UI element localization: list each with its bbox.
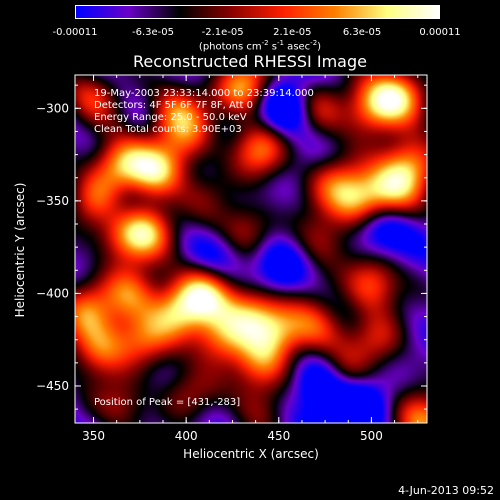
y-tick-label: −400 bbox=[36, 286, 69, 300]
colorbar-tick-label: -2.1e-05 bbox=[201, 27, 244, 38]
peak-position-label: Position of Peak = [431,-283] bbox=[94, 397, 241, 408]
colorbar-tick-label: 0.00011 bbox=[419, 27, 461, 38]
x-tick-label: 500 bbox=[360, 429, 383, 443]
annotation-energy-range: Energy Range: 25.0 - 50.0 keV bbox=[94, 112, 247, 123]
colorbar-tick-label: 6.3e-05 bbox=[342, 27, 382, 38]
colorbar-tick-label: -6.3e-05 bbox=[131, 27, 174, 38]
y-axis-title: Heliocentric Y (arcsec) bbox=[13, 182, 27, 318]
x-tick-label: 350 bbox=[82, 429, 105, 443]
colorbar-units: (photons cm-2 s-1 asec-2) bbox=[198, 39, 322, 53]
x-tick-label: 400 bbox=[175, 429, 198, 443]
annotation-clean-counts: Clean Total counts: 3.90E+03 bbox=[94, 124, 242, 135]
y-tick-label: −350 bbox=[36, 194, 69, 208]
chart-title: Reconstructed RHESSI Image bbox=[133, 52, 367, 71]
y-tick-label: −300 bbox=[36, 101, 69, 115]
y-tick-label: −450 bbox=[36, 379, 69, 393]
colorbar-tick-label: 2.1e-05 bbox=[273, 27, 312, 38]
colorbar-tick-label: -0.00011 bbox=[52, 27, 98, 38]
annotation-detectors: Detectors: 4F 5F 6F 7F 8F, Att 0 bbox=[94, 100, 254, 111]
colorbar bbox=[75, 5, 440, 19]
heatmap-image bbox=[75, 75, 427, 423]
plot-frame bbox=[74, 74, 428, 424]
x-axis-title: Heliocentric X (arcsec) bbox=[183, 447, 319, 461]
x-tick-label: 450 bbox=[267, 429, 290, 443]
annotation-time-range: 19-May-2003 23:33:14.000 to 23:39:14.000 bbox=[94, 88, 314, 99]
timestamp: 4-Jun-2013 09:52 bbox=[398, 484, 494, 497]
